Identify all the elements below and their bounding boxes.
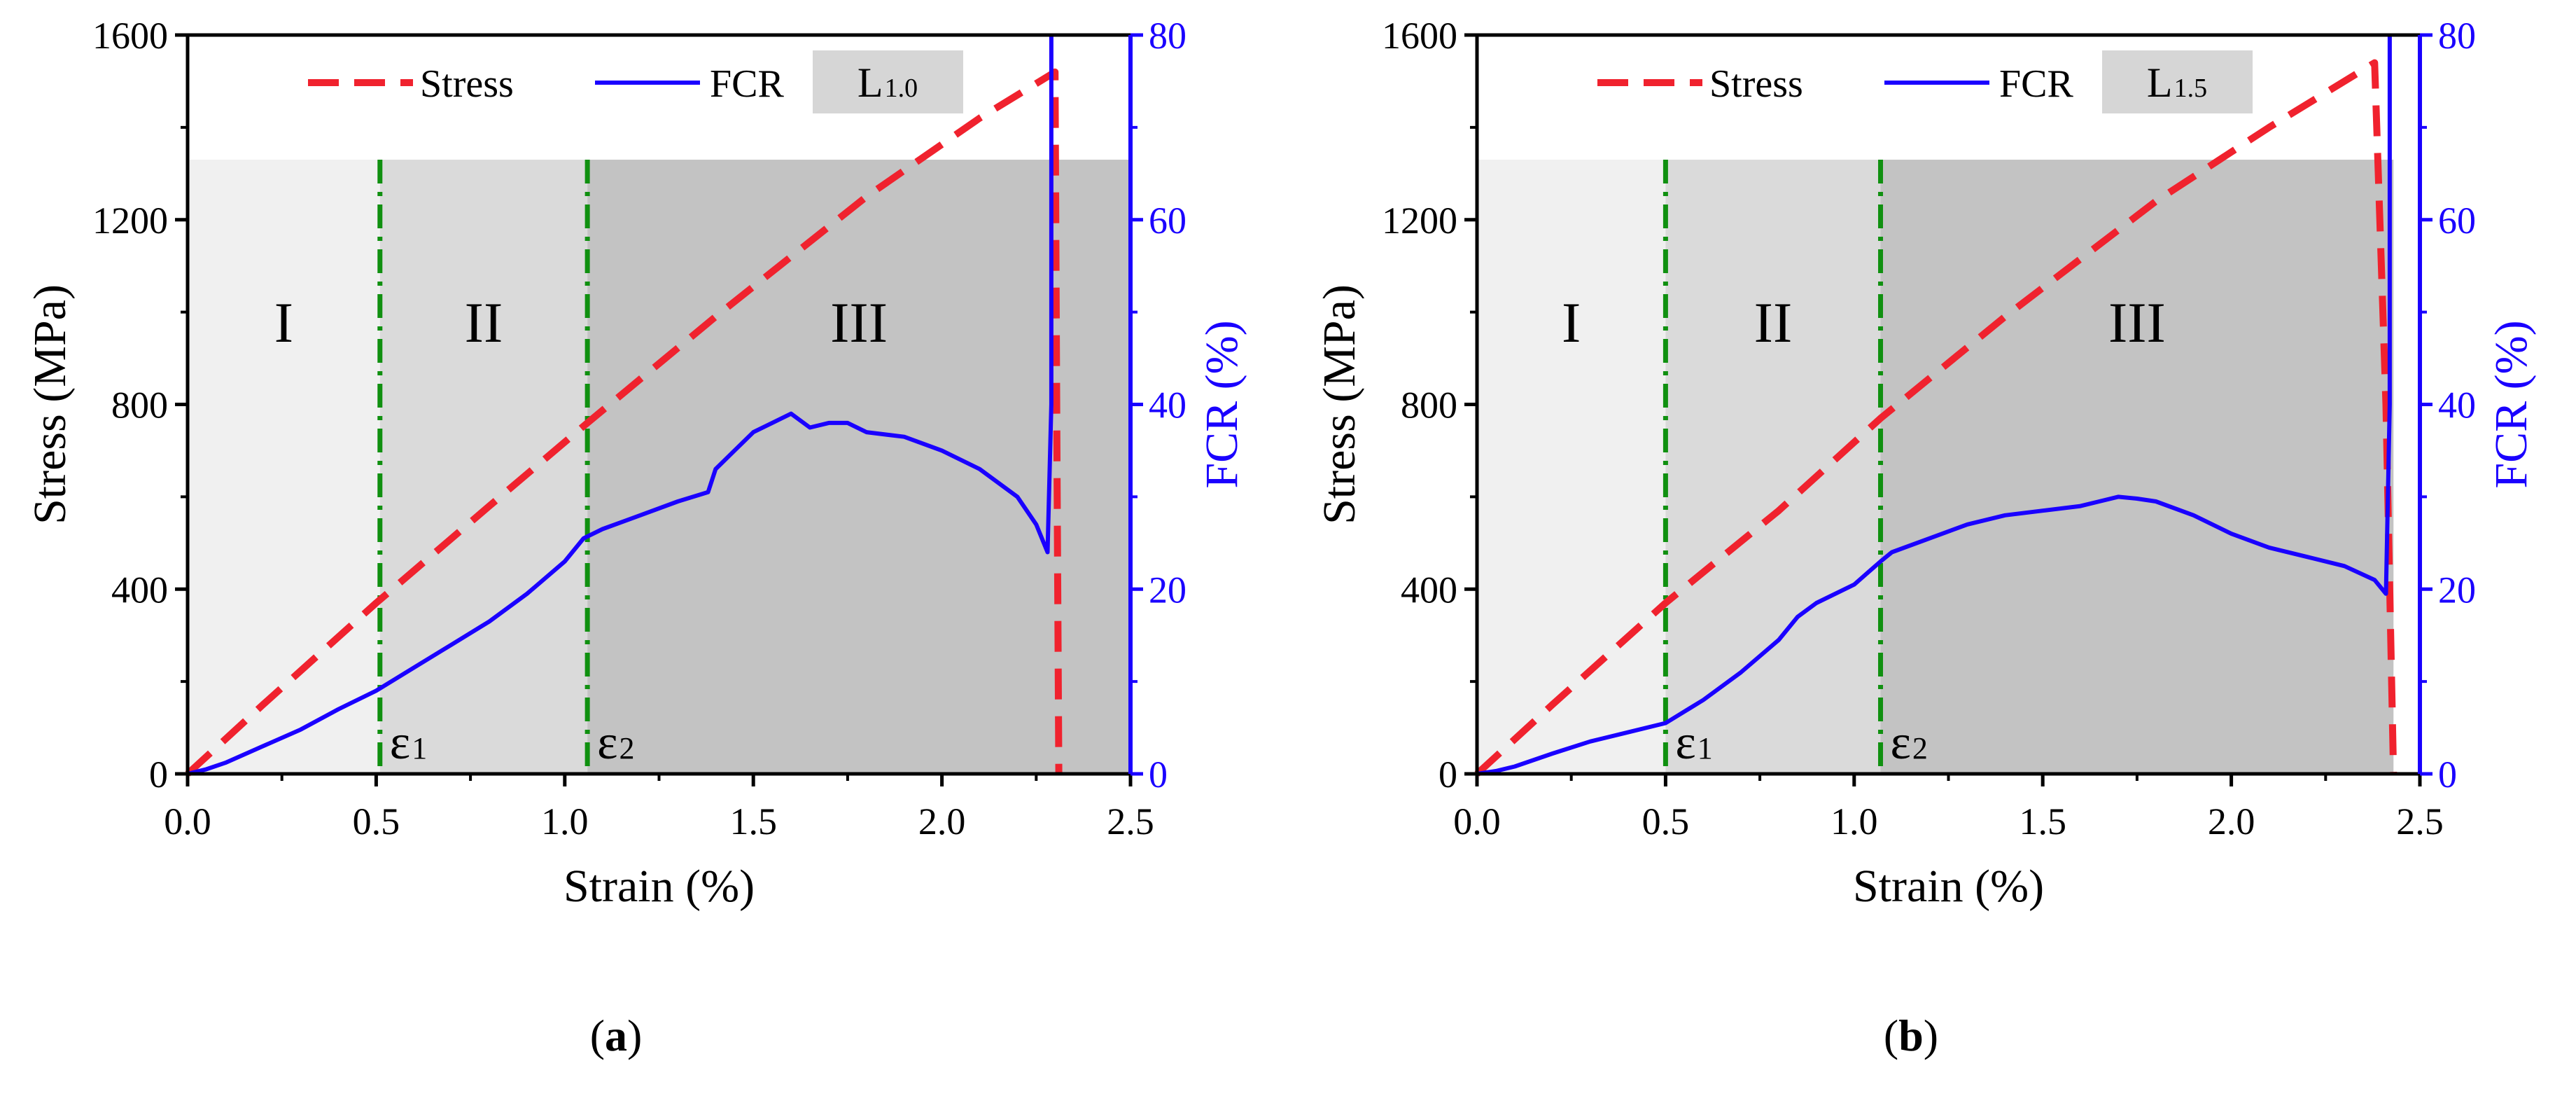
x-axis-title: Strain (%): [564, 861, 755, 912]
x-tick-label: 0.0: [164, 800, 211, 842]
legend-label-fcr: FCR: [1999, 62, 2073, 106]
region-label-2: II: [1754, 291, 1793, 354]
panel-label-letter: b: [1898, 1011, 1924, 1060]
panel-label-open: (: [1884, 1011, 1898, 1060]
epsilon-symbol: ε: [1675, 716, 1695, 770]
x-tick-label: 1.5: [2019, 800, 2066, 842]
y-tick-label: 400: [111, 569, 168, 611]
badge-main: L: [858, 60, 883, 106]
y-tick-label: 1200: [1382, 200, 1457, 242]
x-tick-label: 0.5: [1642, 800, 1690, 842]
panel-label: (a): [590, 1011, 643, 1060]
y2-tick-label: 80: [1149, 15, 1186, 57]
epsilon-subscript: 2: [1912, 731, 1928, 765]
specimen-badge-label: L1.0: [858, 60, 918, 106]
x-tick-label: 2.5: [1107, 800, 1154, 842]
specimen-badge: [2102, 50, 2253, 113]
specimen-badge-label: L1.5: [2147, 60, 2207, 106]
panel-label-open: (: [590, 1011, 605, 1060]
y2-tick-label: 80: [2438, 15, 2476, 57]
y-tick-label: 0: [1438, 754, 1457, 796]
panel-label-close: ): [627, 1011, 642, 1060]
epsilon-symbol: ε: [390, 716, 410, 770]
y-tick-label: 1600: [92, 15, 168, 57]
series-line-fcr: [1476, 35, 2392, 776]
series-line-stress: [1474, 59, 2398, 777]
region-band-3: [587, 160, 1130, 774]
boundary-label-epsilon-1: ε1: [1675, 716, 1712, 770]
epsilon-subscript: 1: [1698, 731, 1713, 765]
panel-label: (b): [1884, 1011, 1938, 1060]
series-line-fcr: [187, 35, 1054, 776]
y-axis-title: Stress (MPa): [24, 284, 76, 525]
region-label-1: I: [1562, 291, 1581, 354]
epsilon-subscript: 1: [412, 731, 427, 765]
region-band-1: [188, 160, 380, 774]
y2-tick-label: 20: [2438, 569, 2476, 611]
region-band-1: [1477, 160, 1666, 774]
series-line-stress: [185, 68, 1063, 777]
epsilon-symbol: ε: [597, 716, 617, 770]
region-label-3: III: [830, 291, 888, 354]
legend-label-fcr: FCR: [710, 62, 784, 106]
epsilon-symbol: ε: [1891, 716, 1911, 770]
x-tick-label: 1.0: [541, 800, 589, 842]
panel-label-close: ): [1924, 1011, 1938, 1060]
legend-label-stress: Stress: [1709, 62, 1803, 106]
y-tick-label: 800: [1401, 384, 1457, 426]
y2-tick-label: 0: [2438, 754, 2457, 796]
y2-tick-label: 20: [1149, 569, 1186, 611]
legend-label-stress: Stress: [420, 62, 514, 106]
y-tick-label: 800: [111, 384, 168, 426]
x-axis-title: Strain (%): [1853, 861, 2044, 912]
region-label-1: I: [274, 291, 293, 354]
region-band-3: [1880, 160, 2394, 774]
x-tick-label: 1.5: [729, 800, 777, 842]
y2-tick-label: 40: [1149, 384, 1186, 426]
y2-tick-label: 60: [1149, 200, 1186, 242]
y2-tick-label: 0: [1149, 754, 1168, 796]
region-label-3: III: [2108, 291, 2166, 354]
specimen-badge: [813, 50, 963, 113]
region-label-2: II: [465, 291, 503, 354]
y-axis-title: Stress (MPa): [1314, 284, 1365, 525]
badge-sub: 1.5: [2174, 74, 2208, 103]
y2-tick-label: 40: [2438, 384, 2476, 426]
y2-axis-title: FCR (%): [2486, 320, 2537, 488]
x-tick-label: 0.5: [353, 800, 400, 842]
region-band-2: [1665, 160, 1881, 774]
boundary-label-epsilon-2: ε2: [1891, 716, 1928, 770]
y-tick-label: 1600: [1382, 15, 1457, 57]
boundary-label-epsilon-2: ε2: [597, 716, 634, 770]
epsilon-subscript: 2: [620, 731, 635, 765]
x-tick-label: 0.0: [1453, 800, 1501, 842]
y-tick-label: 1200: [92, 200, 168, 242]
boundary-label-epsilon-1: ε1: [390, 716, 427, 770]
region-band-2: [379, 160, 588, 774]
y2-axis-title: FCR (%): [1196, 320, 1247, 488]
x-tick-label: 2.5: [2396, 800, 2444, 842]
panel-label-letter: a: [605, 1011, 627, 1060]
badge-main: L: [2147, 60, 2173, 106]
y2-tick-label: 60: [2438, 200, 2476, 242]
x-tick-label: 2.0: [2208, 800, 2255, 842]
y-tick-label: 400: [1401, 569, 1457, 611]
x-tick-label: 1.0: [1830, 800, 1878, 842]
x-tick-label: 2.0: [918, 800, 966, 842]
y-tick-label: 0: [149, 754, 168, 796]
badge-sub: 1.0: [885, 74, 918, 103]
